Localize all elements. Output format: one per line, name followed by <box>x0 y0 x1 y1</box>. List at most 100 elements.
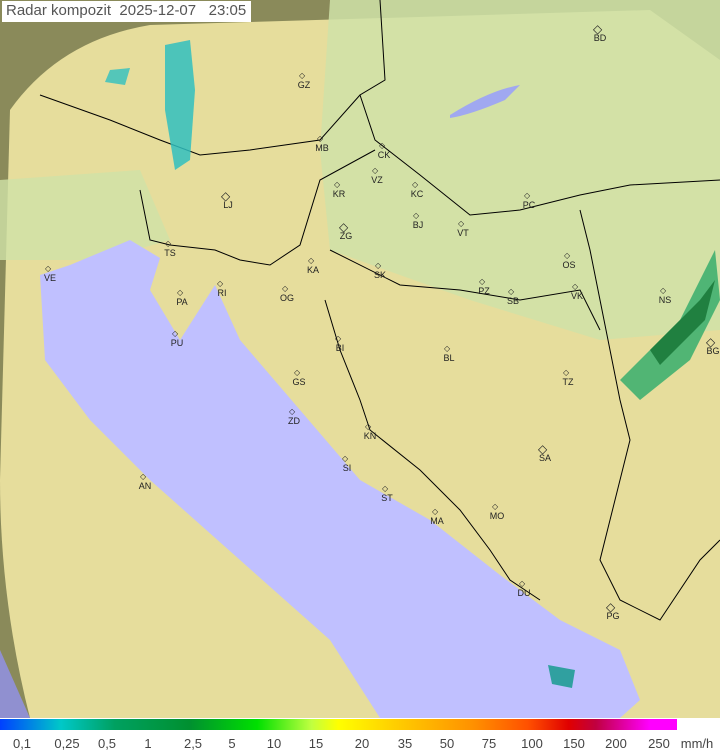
city-marker-icon: ◇ <box>492 502 499 511</box>
city-marker-icon: ◇ <box>382 484 389 493</box>
city-label: SK <box>373 270 387 280</box>
city-label: VT <box>457 228 469 238</box>
radar-map[interactable] <box>0 0 720 718</box>
city-marker-icon: ◇ <box>172 329 179 338</box>
city-label: VK <box>570 291 584 301</box>
adriatic-sea <box>40 240 640 718</box>
city-marker-icon: ◇ <box>299 71 306 80</box>
city-marker-icon: ◇ <box>217 279 224 288</box>
city-label: BG <box>706 346 720 356</box>
legend-tick-label: 0,25 <box>54 736 80 751</box>
city-marker-icon: ◇ <box>379 141 386 150</box>
title-date: 2025-12-07 <box>119 2 197 19</box>
legend-tick-label: 10 <box>266 736 282 751</box>
legend-tick-label: 0,5 <box>97 736 117 751</box>
city-marker-icon: ◇ <box>365 422 372 431</box>
city-marker-icon: ◇ <box>508 287 515 296</box>
city-marker-icon: ◇ <box>342 454 349 463</box>
city-marker-icon: ◇ <box>444 344 451 353</box>
city-marker-icon: ◇ <box>458 219 465 228</box>
city-label: TZ <box>562 377 574 387</box>
city-label: KC <box>410 189 424 199</box>
precipitation-color-scale <box>0 719 677 730</box>
city-label: PZ <box>478 286 490 296</box>
city-label: BL <box>443 353 455 363</box>
legend-tick-label: 2,5 <box>183 736 203 751</box>
city-label: ZD <box>288 416 300 426</box>
city-label: OG <box>279 293 295 303</box>
city-marker-icon: ◇ <box>524 191 531 200</box>
legend-tick-label: 0,1 <box>12 736 32 751</box>
city-label: SB <box>506 296 520 306</box>
city-marker-icon: ◇ <box>572 282 579 291</box>
legend-tick-label: 15 <box>308 736 324 751</box>
city-label: PU <box>170 338 184 348</box>
precipitation-echoes <box>105 40 720 688</box>
legend-tick-label: 150 <box>563 736 585 751</box>
city-label: KA <box>306 265 320 275</box>
title-time: 23:05 <box>208 2 247 19</box>
city-label: GS <box>292 377 306 387</box>
city-marker-icon: ◇ <box>317 134 324 143</box>
city-marker-icon: ◇ <box>221 189 231 203</box>
city-label: TS <box>164 248 176 258</box>
city-label: PC <box>522 200 536 210</box>
legend-tick-label: 100 <box>521 736 543 751</box>
city-marker-icon: ◇ <box>372 166 379 175</box>
po-plain <box>0 170 170 260</box>
city-marker-icon: ◇ <box>593 22 603 36</box>
city-marker-icon: ◇ <box>413 211 420 220</box>
city-label: DU <box>517 588 531 598</box>
city-marker-icon: ◇ <box>564 251 571 260</box>
city-label: BI <box>335 343 345 353</box>
city-label: VE <box>43 273 57 283</box>
city-label: VZ <box>371 175 383 185</box>
city-marker-icon: ◇ <box>339 220 349 234</box>
city-label: MB <box>315 143 329 153</box>
city-marker-icon: ◇ <box>706 335 716 349</box>
city-label: SI <box>342 463 352 473</box>
city-marker-icon: ◇ <box>412 180 419 189</box>
city-marker-icon: ◇ <box>335 334 342 343</box>
city-marker-icon: ◇ <box>432 507 439 516</box>
legend-tick-label: 75 <box>481 736 497 751</box>
city-marker-icon: ◇ <box>479 277 486 286</box>
city-marker-icon: ◇ <box>334 180 341 189</box>
lake-balaton <box>450 85 520 118</box>
city-label: PA <box>176 297 188 307</box>
city-marker-icon: ◇ <box>660 286 667 295</box>
city-marker-icon: ◇ <box>289 407 296 416</box>
city-marker-icon: ◇ <box>519 579 526 588</box>
city-marker-icon: ◇ <box>140 472 147 481</box>
city-label: KN <box>363 431 377 441</box>
city-marker-icon: ◇ <box>538 442 548 456</box>
city-label: KR <box>332 189 346 199</box>
legend-unit: mm/h <box>680 736 714 751</box>
city-label: PG <box>606 611 620 621</box>
legend-tick-label: 250 <box>648 736 670 751</box>
pannonian-plain <box>320 0 720 340</box>
legend-tick-label: 20 <box>354 736 370 751</box>
city-marker-icon: ◇ <box>282 284 289 293</box>
legend-tick-label: 200 <box>605 736 627 751</box>
legend-tick-label: 50 <box>439 736 455 751</box>
city-marker-icon: ◇ <box>375 261 382 270</box>
city-label: BJ <box>412 220 424 230</box>
city-label: MO <box>489 511 505 521</box>
city-marker-icon: ◇ <box>606 600 616 614</box>
city-label: MA <box>430 516 444 526</box>
tyrrhenian-sea <box>0 650 30 718</box>
city-marker-icon: ◇ <box>563 368 570 377</box>
city-marker-icon: ◇ <box>45 264 52 273</box>
country-borders <box>39 0 720 621</box>
city-label: NS <box>658 295 672 305</box>
city-marker-icon: ◇ <box>177 288 184 297</box>
legend-tick-label: 1 <box>144 736 152 751</box>
city-label: ST <box>381 493 393 503</box>
city-label: ZG <box>339 231 353 241</box>
city-marker-icon: ◇ <box>308 256 315 265</box>
city-label: SA <box>538 453 552 463</box>
city-label: BD <box>593 33 607 43</box>
city-label: OS <box>562 260 576 270</box>
legend-tick-label: 35 <box>397 736 413 751</box>
